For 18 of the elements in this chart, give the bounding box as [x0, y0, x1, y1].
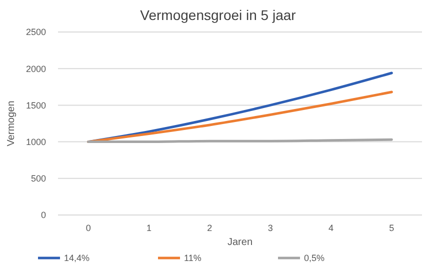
- x-tick-label: 4: [328, 223, 334, 233]
- y-tick-label: 1500: [26, 100, 46, 110]
- y-tick-label: 2500: [26, 27, 46, 38]
- x-axis-title: Jaren: [227, 237, 253, 248]
- y-axis-title: Vermogen: [6, 100, 17, 146]
- x-tick-label: 2: [207, 223, 212, 233]
- chart-title: Vermogensgroei in 5 jaar: [140, 7, 296, 23]
- legend-label: 14,4%: [64, 253, 90, 264]
- legend-label: 11%: [184, 253, 202, 264]
- x-tick-label: 1: [146, 223, 152, 233]
- x-tick-label: 3: [268, 223, 273, 233]
- legend-label: 0,5%: [304, 253, 325, 264]
- y-tick-label: 0: [40, 210, 46, 220]
- y-tick-label: 1000: [26, 136, 46, 147]
- x-tick-label: 5: [389, 223, 394, 233]
- x-tick-label: 0: [86, 223, 91, 233]
- y-tick-label: 500: [30, 174, 46, 184]
- y-tick-label: 2000: [26, 64, 46, 74]
